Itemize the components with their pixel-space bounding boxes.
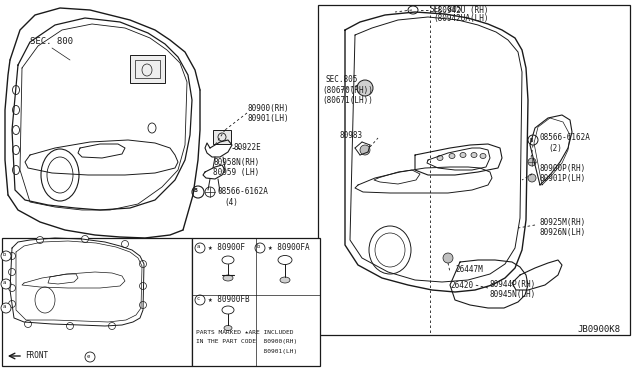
Text: (80670(RH)): (80670(RH)) [322,86,373,94]
Text: PARTS MARKED ★ARE INCLUDED: PARTS MARKED ★ARE INCLUDED [196,330,294,334]
Ellipse shape [408,6,418,14]
Bar [130,55,165,83]
Text: 80925M(RH): 80925M(RH) [540,218,586,227]
Ellipse shape [279,256,291,264]
Text: b: b [257,244,260,250]
Text: B: B [193,189,197,193]
Circle shape [81,235,88,243]
Text: a: a [3,280,6,285]
Text: 80900P(RH): 80900P(RH) [540,164,586,173]
Text: 80900(RH): 80900(RH) [248,103,290,112]
Text: FRONT: FRONT [25,352,48,360]
Text: c: c [196,296,200,301]
Circle shape [528,135,538,145]
Text: IN THE PART CODE  80900(RH): IN THE PART CODE 80900(RH) [196,340,297,344]
Text: 26447M: 26447M [455,266,483,275]
Text: 80922E: 80922E [233,144,260,153]
Text: ★ 80900FB: ★ 80900FB [208,295,250,305]
Text: SEC. 800: SEC. 800 [30,38,73,46]
Circle shape [255,243,265,253]
Circle shape [357,80,373,96]
Text: 80983: 80983 [340,131,363,140]
Circle shape [85,352,95,362]
Circle shape [528,158,536,166]
Text: 08566-6162A: 08566-6162A [540,134,591,142]
Circle shape [8,301,15,308]
Ellipse shape [278,256,292,264]
Text: ★ 80900FA: ★ 80900FA [268,244,310,253]
Ellipse shape [222,306,234,314]
Text: (2): (2) [548,144,562,153]
Circle shape [122,241,129,247]
Text: SEC.805: SEC.805 [325,76,357,84]
Text: 80958N(RH): 80958N(RH) [213,157,259,167]
Ellipse shape [480,154,486,158]
Circle shape [192,186,204,198]
Bar [2,238,192,366]
Text: 26420: 26420 [450,280,473,289]
Circle shape [528,174,536,182]
Circle shape [1,279,11,289]
Text: 80901(LH): 80901(LH) [248,113,290,122]
Circle shape [195,243,205,253]
Text: b: b [3,253,6,257]
Bar [135,60,160,78]
Circle shape [1,251,11,261]
Circle shape [140,301,147,308]
Circle shape [24,321,31,327]
Circle shape [36,237,44,244]
Ellipse shape [437,155,443,160]
Ellipse shape [280,277,290,283]
Circle shape [140,282,147,289]
Circle shape [8,269,15,276]
Text: 80945N(LH): 80945N(LH) [490,291,536,299]
Text: e: e [86,353,90,359]
Text: ★ 80900F: ★ 80900F [208,244,245,253]
Text: B: B [529,138,532,142]
Circle shape [140,260,147,267]
Ellipse shape [224,326,232,330]
Text: a: a [196,244,200,250]
Text: 80901(LH): 80901(LH) [196,350,297,355]
Circle shape [1,303,11,313]
Ellipse shape [449,154,455,158]
Circle shape [109,323,115,330]
Text: 80959 (LH): 80959 (LH) [213,167,259,176]
Text: 80926N(LH): 80926N(LH) [540,228,586,237]
Text: SEC.805: SEC.805 [430,6,462,15]
Circle shape [443,253,453,263]
Ellipse shape [223,275,233,281]
Circle shape [360,145,370,155]
Text: (80942U (RH): (80942U (RH) [433,6,488,15]
Ellipse shape [471,153,477,157]
Text: (80942UA(LH): (80942UA(LH) [433,13,488,22]
Text: (80671(LH)): (80671(LH)) [322,96,373,105]
Circle shape [8,285,15,292]
Ellipse shape [222,256,234,264]
Circle shape [195,295,205,305]
Text: a: a [3,305,6,310]
Text: (4): (4) [224,198,238,206]
Circle shape [67,323,74,330]
Circle shape [205,187,215,197]
Circle shape [8,253,15,260]
Text: 80901P(LH): 80901P(LH) [540,173,586,183]
Bar [213,130,231,144]
Ellipse shape [460,153,466,157]
Bar [192,238,320,366]
Text: JB0900K8: JB0900K8 [577,326,620,334]
Bar [318,5,630,335]
Text: 80944P(RH): 80944P(RH) [490,280,536,289]
Text: 08566-6162A: 08566-6162A [218,187,269,196]
